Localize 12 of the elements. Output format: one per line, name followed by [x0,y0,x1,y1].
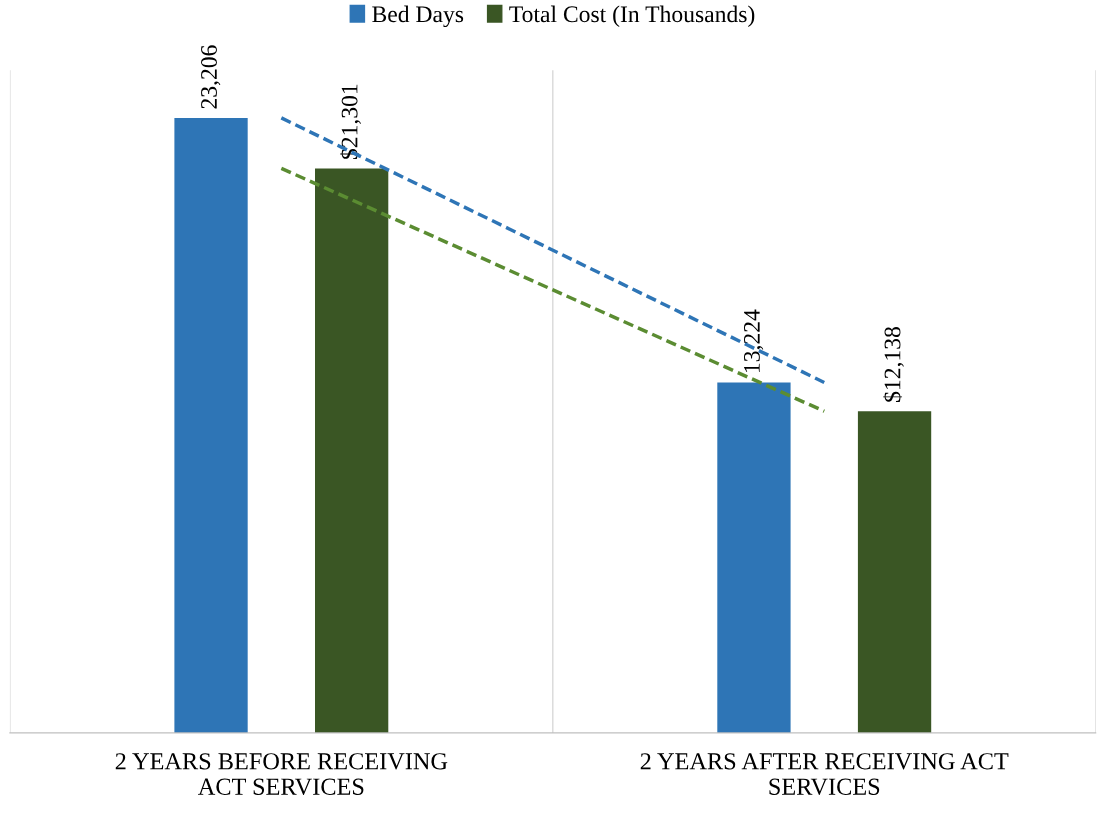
x-tick-label: 2 YEARS BEFORE RECEIVING ACT SERVICES [115,753,448,796]
x-tick-label: 2 YEARS AFTER RECEIVING ACT SERVICES [640,753,1009,796]
bar [315,168,389,733]
bar [174,117,248,733]
data-label: 13,224 [743,309,764,373]
legend-label: Total Cost (In Thousands) [509,5,755,28]
data-label: 23,206 [201,45,221,109]
data-label: $12,138 [883,327,904,402]
legend-label: Bed Days [372,5,464,28]
bar [857,411,932,733]
data-label: $21,301 [340,84,361,160]
bar [717,382,791,733]
